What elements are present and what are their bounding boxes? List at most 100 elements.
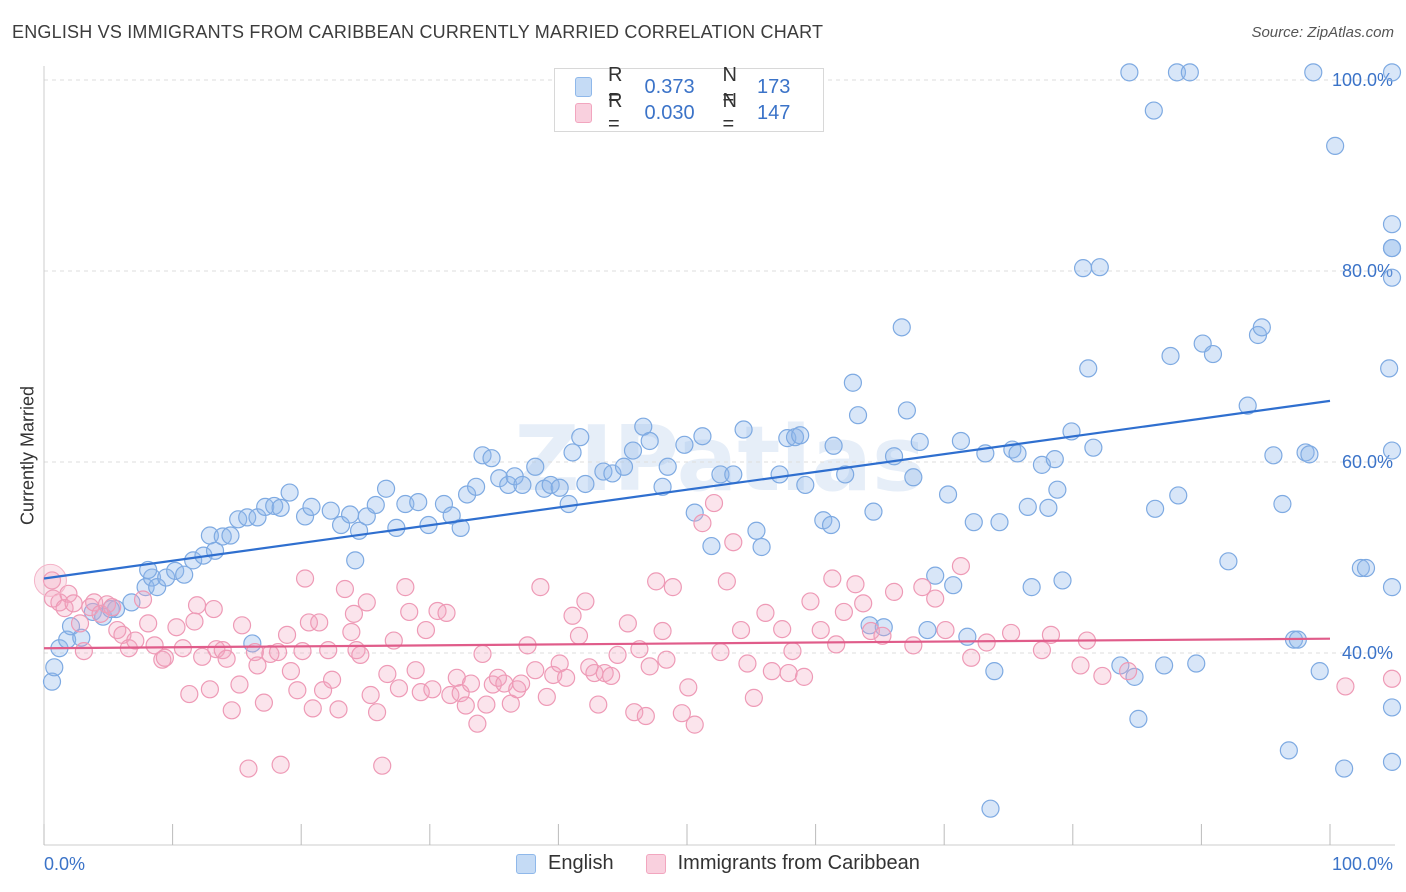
english-point	[910, 432, 929, 452]
english-point	[1252, 318, 1271, 337]
english-point	[1310, 662, 1329, 681]
english-point	[331, 515, 351, 535]
english-point	[1048, 480, 1067, 499]
caribbean-point	[657, 650, 676, 669]
caribbean-point	[1001, 623, 1021, 643]
caribbean-point	[1041, 625, 1061, 644]
english-point	[1238, 396, 1257, 415]
english-point	[918, 620, 937, 640]
english-point	[843, 373, 862, 392]
english-point	[563, 443, 582, 462]
english-point	[990, 513, 1009, 532]
caribbean-point	[618, 614, 637, 633]
english-point	[1326, 136, 1345, 155]
english-point	[72, 628, 91, 647]
n-label: N =	[722, 90, 737, 135]
caribbean-point	[926, 589, 945, 608]
caribbean-point	[329, 700, 348, 719]
english-point	[926, 566, 945, 585]
caribbean-point	[344, 604, 364, 623]
caribbean-point	[756, 603, 775, 622]
caribbean-point	[389, 679, 409, 698]
english-point	[571, 428, 590, 447]
caribbean-point	[711, 642, 730, 662]
x-tick-label-min: 0.0%	[44, 854, 85, 874]
caribbean-point	[773, 620, 792, 639]
english-point	[1167, 63, 1187, 82]
english-point	[482, 449, 501, 468]
english-point	[1273, 494, 1292, 514]
english-point	[981, 799, 1000, 818]
caribbean-point	[636, 706, 655, 726]
english-point	[451, 518, 470, 537]
caribbean-point	[232, 616, 252, 635]
caribbean-point	[936, 620, 955, 640]
english-point	[821, 515, 841, 535]
caribbean-point	[1382, 669, 1402, 688]
english-point	[1039, 498, 1058, 517]
caribbean-point	[477, 695, 496, 714]
legend-item-english[interactable]: English	[516, 852, 614, 875]
english-point	[1264, 446, 1283, 465]
caribbean-point	[222, 701, 241, 720]
watermark: ZIPatlas	[514, 407, 925, 512]
english-point	[1300, 445, 1319, 464]
caribbean-legend-swatch	[645, 853, 666, 874]
caribbean-point	[731, 620, 751, 640]
caribbean-point	[823, 569, 842, 588]
caribbean-point	[428, 601, 447, 621]
english-point	[1084, 438, 1103, 457]
english-point	[1382, 578, 1402, 597]
english-point	[747, 521, 766, 540]
caribbean-point	[512, 674, 531, 693]
caribbean-point	[834, 602, 853, 622]
english-point	[184, 551, 203, 570]
caribbean-point	[271, 755, 290, 774]
caribbean-point	[1071, 656, 1090, 675]
y-tick-label: 100.0%	[1332, 70, 1393, 90]
caribbean-point	[744, 688, 763, 707]
caribbean-point	[303, 699, 322, 718]
caribbean-point	[794, 667, 814, 686]
caribbean-point	[322, 670, 342, 689]
caribbean-point	[977, 633, 996, 652]
english-point	[623, 441, 643, 460]
caribbean-point	[738, 654, 757, 673]
caribbean-point	[373, 756, 392, 775]
caribbean-point	[367, 703, 387, 722]
caribbean-point	[576, 592, 595, 611]
y-tick-label: 60.0%	[1342, 452, 1393, 472]
caribbean-point	[827, 635, 846, 654]
caribbean-point	[537, 687, 556, 707]
caribbean-point	[97, 595, 117, 614]
english-point	[559, 494, 578, 514]
english-point	[985, 662, 1004, 681]
english-point	[1079, 359, 1098, 378]
english-point	[752, 537, 771, 557]
caribbean-point	[281, 662, 301, 681]
caribbean-point	[724, 533, 743, 552]
caribbean-point	[230, 675, 249, 694]
legend-item-caribbean[interactable]: Immigrants from Caribbean	[645, 852, 920, 875]
caribbean-point	[801, 592, 820, 611]
english-point	[1382, 268, 1402, 287]
english-point	[376, 479, 396, 498]
caribbean-point	[679, 678, 698, 697]
english-point	[1382, 238, 1402, 258]
caribbean-point	[70, 614, 90, 633]
english-point	[693, 427, 712, 446]
english-n-value: 173	[757, 75, 791, 98]
english-point	[1129, 709, 1148, 728]
series-legend: English Immigrants from Caribbean	[516, 852, 952, 875]
caribbean-point	[717, 572, 736, 591]
english-point	[490, 469, 509, 488]
caribbean-point	[672, 704, 691, 723]
caribbean-point	[473, 644, 492, 664]
caribbean-point	[200, 680, 219, 699]
caribbean-point	[704, 493, 724, 513]
english-point	[1053, 571, 1072, 590]
x-tick-label-max: 100.0%	[1332, 854, 1393, 874]
english-point	[387, 518, 406, 537]
caribbean-point	[647, 572, 666, 591]
y-tick-label: 80.0%	[1342, 261, 1393, 281]
